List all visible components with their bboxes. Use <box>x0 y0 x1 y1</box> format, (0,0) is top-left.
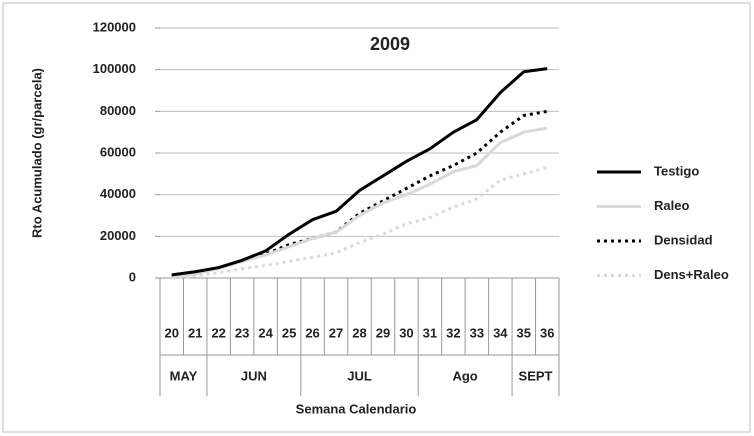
legend-label: Testigo <box>654 163 699 178</box>
x-axis-label: Semana Calendario <box>296 401 417 416</box>
series-line <box>171 166 548 280</box>
x-tick-label: 30 <box>399 325 413 340</box>
x-tick-label: 23 <box>235 325 249 340</box>
x-tick-label: 34 <box>493 325 508 340</box>
x-tick-label: 24 <box>258 325 273 340</box>
group-label: JUL <box>347 368 372 383</box>
y-tick-label: 20000 <box>100 228 136 243</box>
x-tick-label: 22 <box>211 325 225 340</box>
x-tick-label: 20 <box>165 325 179 340</box>
group-label: JUN <box>241 368 267 383</box>
legend-label: Dens+Raleo <box>654 267 729 282</box>
x-tick-label: 21 <box>188 325 202 340</box>
series-line <box>171 67 548 277</box>
y-tick-label: 60000 <box>100 144 136 159</box>
x-tick-label: 28 <box>352 325 366 340</box>
y-tick-label: 80000 <box>100 103 136 118</box>
y-axis-label: Rto Acumulado (gr/parcela) <box>29 68 44 238</box>
group-label: SEPT <box>519 368 553 383</box>
group-label: MAY <box>170 368 198 383</box>
legend-label: Raleo <box>654 198 689 213</box>
x-tick-label: 29 <box>376 325 390 340</box>
x-tick-label: 25 <box>282 325 296 340</box>
chart-title: 2009 <box>370 34 410 54</box>
group-label: Ago <box>452 368 477 383</box>
x-tick-label: 27 <box>329 325 343 340</box>
x-tick-label: 33 <box>470 325 484 340</box>
x-tick-label: 31 <box>423 325 437 340</box>
x-tick-label: 36 <box>540 325 554 340</box>
y-tick-label: 120000 <box>93 19 136 34</box>
x-tick-label: 26 <box>305 325 319 340</box>
x-tick-label: 32 <box>446 325 460 340</box>
x-tick-label: 35 <box>517 325 531 340</box>
y-tick-label: 40000 <box>100 186 136 201</box>
y-tick-label: 0 <box>129 269 136 284</box>
y-tick-label: 100000 <box>93 61 136 76</box>
legend-label: Densidad <box>654 232 713 247</box>
